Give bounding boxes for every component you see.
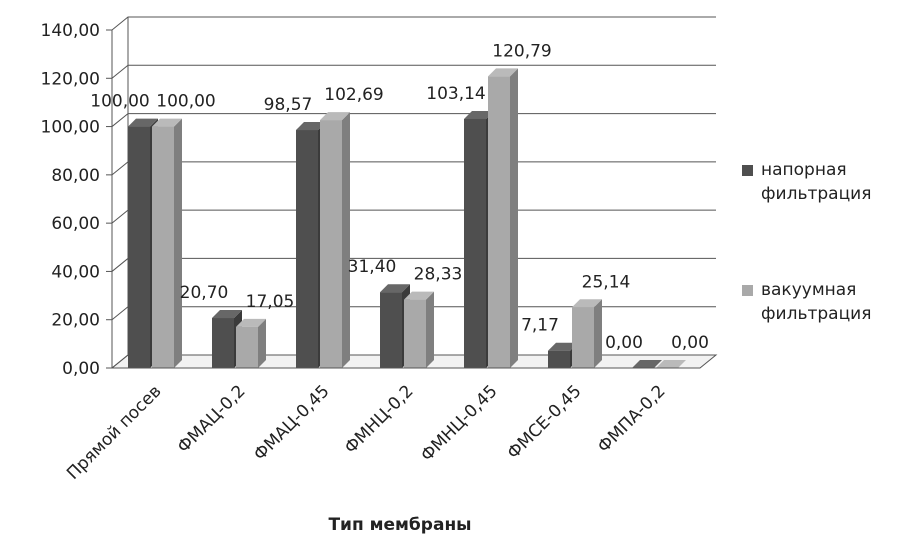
bar-top bbox=[236, 318, 266, 327]
value-label: 17,05 bbox=[246, 292, 295, 312]
legend-label: вакуумная фильтрация bbox=[761, 280, 872, 324]
bar bbox=[464, 118, 486, 368]
bar-top bbox=[296, 122, 326, 131]
bar-top bbox=[488, 68, 518, 77]
bar bbox=[236, 326, 258, 368]
y-tick-label: 140,00 bbox=[41, 21, 100, 41]
value-label: 98,57 bbox=[264, 95, 313, 115]
value-label: 100,00 bbox=[90, 92, 149, 112]
bar-side bbox=[174, 118, 182, 368]
bar-top bbox=[464, 110, 494, 119]
grid-line bbox=[111, 209, 716, 224]
value-label: 0,00 bbox=[605, 333, 643, 353]
grid-line bbox=[111, 16, 716, 31]
bar-top bbox=[152, 118, 182, 127]
value-label: 100,00 bbox=[156, 92, 215, 112]
grid-line bbox=[111, 113, 716, 127]
legend-item: напорная фильтрация bbox=[742, 158, 892, 206]
bar bbox=[488, 76, 510, 369]
x-tick-label: ФМАЦ-0,2 bbox=[174, 381, 250, 457]
y-tick-label: 0,00 bbox=[62, 359, 100, 379]
bar-top bbox=[572, 299, 602, 308]
x-tick-label: Прямой посев bbox=[63, 381, 165, 483]
legend-swatch bbox=[742, 285, 753, 296]
bar bbox=[128, 126, 150, 368]
value-label: 7,17 bbox=[521, 316, 559, 336]
legend-label: напорная фильтрация bbox=[761, 160, 872, 204]
bar bbox=[320, 120, 342, 369]
bar bbox=[548, 350, 570, 368]
bar bbox=[152, 126, 174, 368]
grid-line bbox=[111, 161, 716, 176]
y-tick-label: 40,00 bbox=[51, 262, 100, 282]
value-label: 20,70 bbox=[180, 283, 229, 303]
bar-top bbox=[404, 291, 434, 300]
bar-top bbox=[548, 342, 578, 351]
legend-swatch bbox=[742, 165, 753, 176]
value-label: 31,40 bbox=[348, 257, 397, 277]
x-tick-label: ФМНЦ-0,2 bbox=[341, 381, 418, 458]
value-label: 25,14 bbox=[582, 272, 631, 292]
x-tick-label: ФМСЕ-0,45 bbox=[504, 381, 586, 463]
bar-side bbox=[342, 112, 350, 369]
y-tick-label: 20,00 bbox=[51, 311, 100, 331]
bar-top bbox=[632, 360, 662, 368]
value-label: 0,00 bbox=[671, 333, 709, 353]
x-tick-label: ФМНЦ-0,45 bbox=[417, 381, 501, 465]
x-axis-title: Тип мембраны bbox=[328, 515, 471, 535]
value-label: 103,14 bbox=[426, 84, 485, 104]
grid-line bbox=[111, 64, 716, 79]
value-label: 120,79 bbox=[492, 41, 551, 61]
bar bbox=[572, 307, 594, 368]
bar-side bbox=[510, 68, 518, 369]
legend-item: вакуумная фильтрация bbox=[742, 278, 892, 326]
bar-side bbox=[594, 299, 602, 368]
bar bbox=[404, 299, 426, 368]
x-tick-label: ФМАЦ-0,45 bbox=[250, 381, 334, 465]
bar bbox=[212, 318, 234, 368]
y-tick-label: 80,00 bbox=[51, 166, 100, 186]
y-tick-label: 60,00 bbox=[51, 214, 100, 234]
bar-top bbox=[128, 118, 158, 127]
value-label: 102,69 bbox=[324, 85, 383, 105]
y-tick-label: 100,00 bbox=[41, 118, 100, 138]
value-label: 28,33 bbox=[414, 265, 463, 285]
bar bbox=[380, 292, 402, 368]
bar-side bbox=[426, 291, 434, 368]
bar-top bbox=[212, 310, 242, 319]
bar bbox=[296, 130, 318, 368]
bar-top bbox=[380, 284, 410, 293]
bar-side bbox=[258, 318, 266, 368]
y-tick-label: 120,00 bbox=[41, 69, 100, 89]
x-tick-label: ФМПА-0,2 bbox=[594, 381, 670, 457]
bar-top bbox=[320, 112, 350, 121]
bar-top bbox=[656, 360, 686, 368]
